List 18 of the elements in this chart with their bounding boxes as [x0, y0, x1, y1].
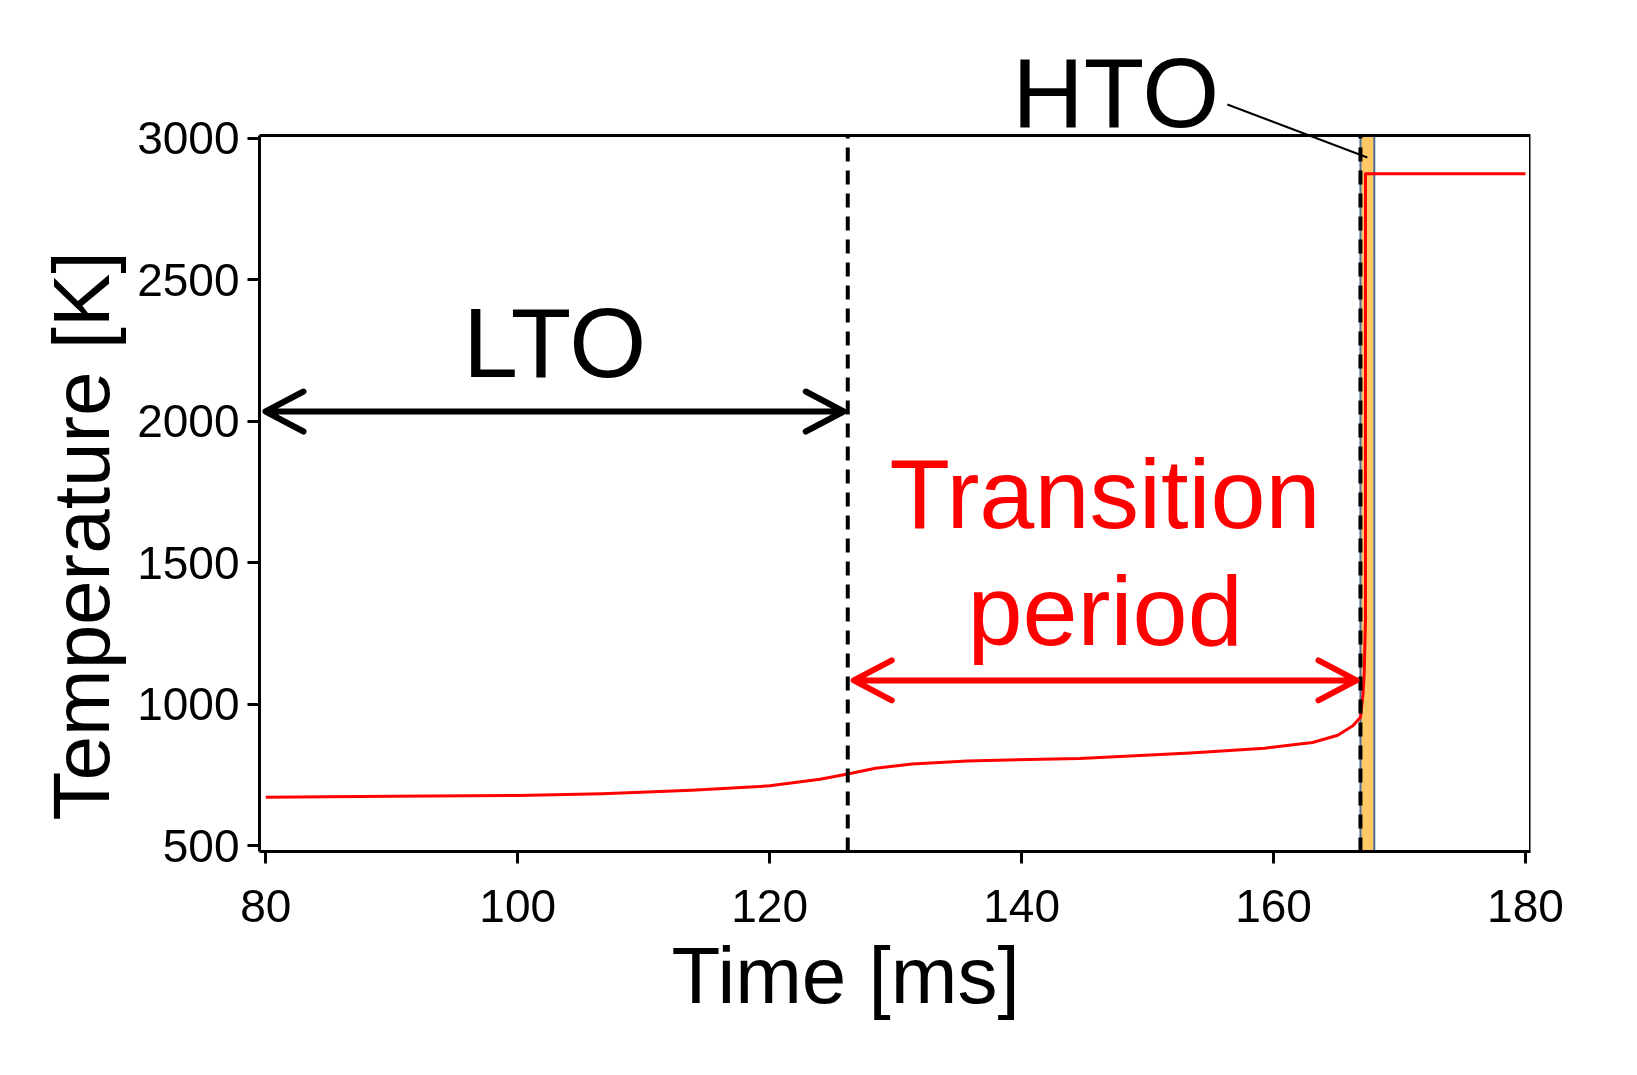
x-tick-label: 100 [479, 879, 557, 932]
y-tick-label: 3000 [137, 112, 240, 165]
annotation: Transition period [889, 437, 1321, 667]
annotation: LTO [462, 286, 647, 398]
y-tick-label: 1500 [137, 536, 240, 589]
y-tick-label: 1000 [137, 678, 240, 731]
x-tick-label: 120 [731, 879, 809, 932]
y-axis-title: Temperature [K] [36, 251, 126, 821]
band-label: HTO [1012, 36, 1220, 148]
x-tick-label: 180 [1487, 879, 1564, 932]
x-tick-label: 80 [240, 879, 292, 932]
x-axis-title: Time [ms] [671, 930, 1020, 1020]
y-tick-label: 2000 [137, 395, 240, 448]
line-series [264, 172, 1527, 799]
x-tick-label: 140 [983, 879, 1060, 932]
y-tick-label: 2500 [137, 253, 240, 306]
x-tick-label: 160 [1235, 879, 1312, 932]
y-tick-label: 500 [162, 819, 240, 872]
